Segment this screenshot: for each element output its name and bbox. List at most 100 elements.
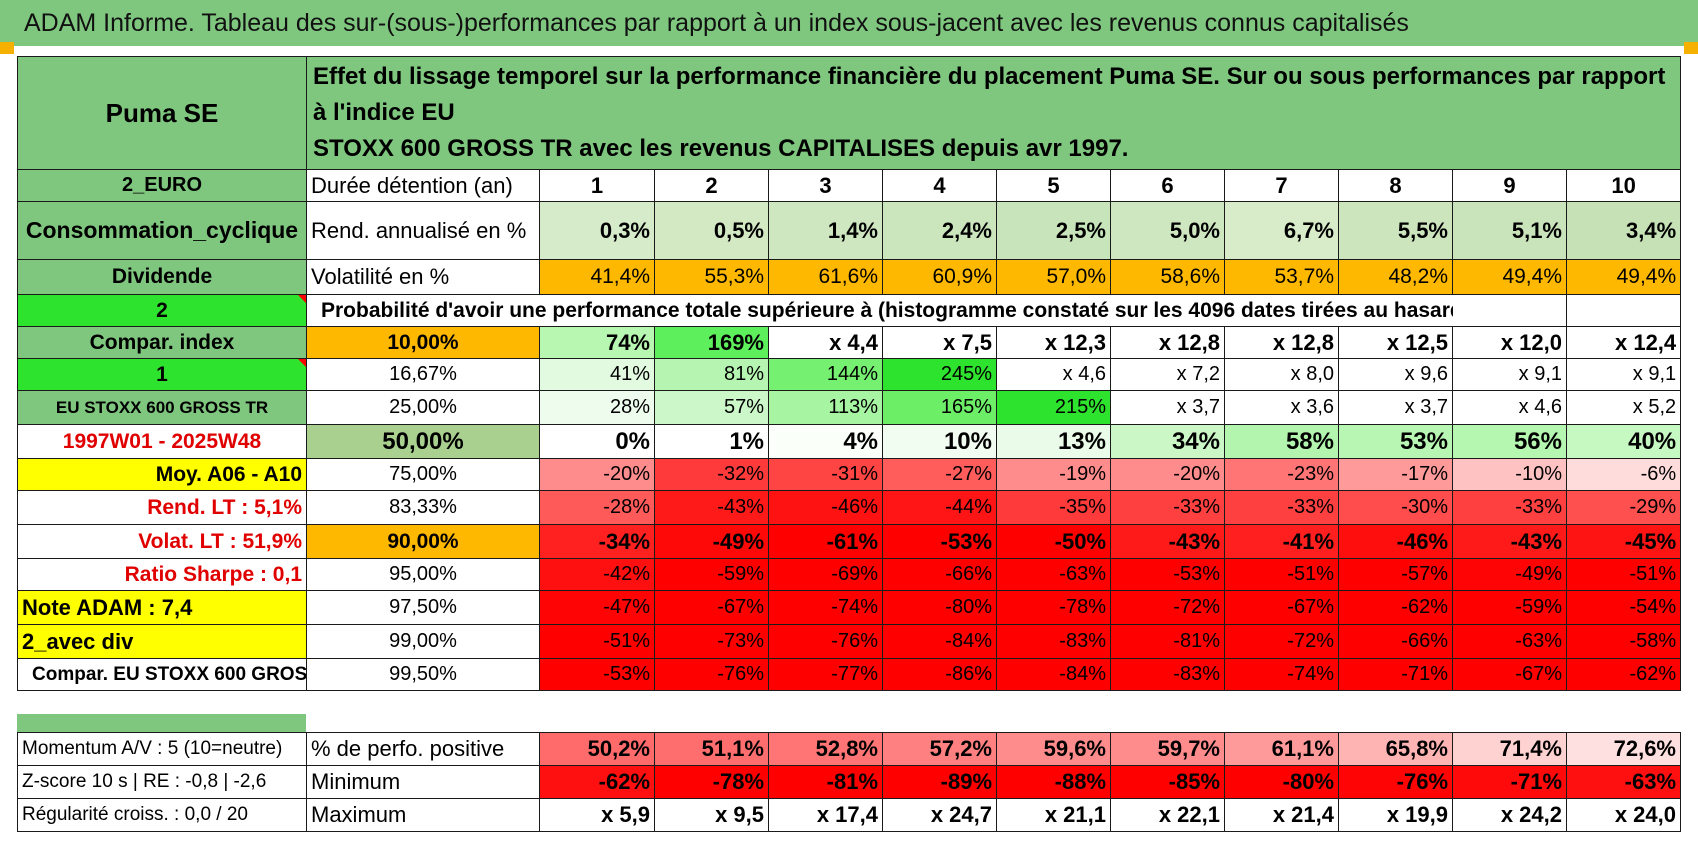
prob-row: EU STOXX 600 GROSS TR 25,00% 28% 57% 113% 165…: [17, 390, 1682, 425]
description-line-2: STOXX 600 GROSS TR avec les revenus CAPI…: [313, 135, 1129, 162]
prob-value-cell: 215%: [996, 390, 1111, 425]
year-header: 10: [1565, 169, 1682, 202]
minimum-cell: -85%: [1110, 765, 1225, 799]
prob-value-cell: -71%: [1338, 658, 1453, 691]
avec-div-cell: 2_avec div: [17, 624, 307, 659]
prob-value-cell: 13%: [996, 424, 1111, 459]
year-header: 5: [996, 169, 1111, 202]
vol-cell: 60,9%: [882, 259, 997, 295]
prob-value-cell: -20%: [539, 458, 655, 491]
minimum-cell: -88%: [996, 765, 1111, 799]
prob-value-cell: -33%: [1224, 490, 1339, 525]
prob-value-cell: x 7,5: [882, 326, 997, 359]
prob-value-cell: -44%: [882, 490, 997, 525]
minimum-cell: -89%: [882, 765, 997, 799]
corner-marker-right: [1684, 42, 1698, 54]
currency-cell: 2_EURO: [17, 169, 307, 202]
percentile-cell: 75,00%: [306, 458, 540, 491]
percentile-cell: 16,67%: [306, 358, 540, 391]
prob-value-cell: -42%: [539, 558, 655, 591]
proba-label: Probabilité d'avoir une performance tota…: [306, 294, 1453, 327]
prob-value-cell: -43%: [654, 490, 769, 525]
report-title: ADAM Informe. Tableau des sur-(sous-)per…: [0, 0, 1698, 46]
note-adam-cell: Note ADAM : 7,4: [17, 590, 307, 625]
prob-value-cell: -6%: [1565, 458, 1682, 491]
prob-value-cell: 169%: [654, 326, 769, 359]
prob-value-cell: 28%: [539, 390, 655, 425]
prob-value-cell: x 12,5: [1338, 326, 1453, 359]
prob-value-cell: -32%: [654, 458, 769, 491]
year-header: 7: [1224, 169, 1339, 202]
prob-value-cell: x 4,6: [996, 358, 1111, 391]
description-cell: Effet du lissage temporel sur la perform…: [305, 56, 1682, 170]
prob-row: 1 16,67% 41% 81% 144% 245% x 4,6 x 7,2 x 8,0 x 9,…: [17, 358, 1682, 391]
prob-value-cell: 1%: [654, 424, 769, 459]
percentile-cell: 25,00%: [306, 390, 540, 425]
prob-value-cell: x 7,2: [1110, 358, 1225, 391]
prob-value-cell: -20%: [1110, 458, 1225, 491]
prob-value-cell: x 3,7: [1338, 390, 1453, 425]
rend-cell: 5,1%: [1452, 201, 1567, 260]
prob-value-cell: -50%: [996, 524, 1111, 559]
prob-row: Ratio Sharpe : 0,1 95,00% -42% -59% -69% -66%…: [17, 558, 1682, 591]
prob-value-cell: -59%: [1452, 590, 1567, 625]
prob-value-cell: 58%: [1224, 424, 1339, 459]
prob-value-cell: -69%: [768, 558, 883, 591]
percentile-cell: 50,00%: [306, 424, 540, 459]
prob-value-cell: -72%: [1110, 590, 1225, 625]
rend-cell: 0,5%: [654, 201, 769, 260]
prob-value-cell: -76%: [768, 624, 883, 659]
prob-value-cell: -49%: [654, 524, 769, 559]
prob-value-cell: -80%: [882, 590, 997, 625]
prob-value-cell: -33%: [1452, 490, 1567, 525]
prob-value-cell: -43%: [1452, 524, 1567, 559]
rend-cell: 0,3%: [539, 201, 655, 260]
prob-value-cell: -77%: [768, 658, 883, 691]
prob-value-cell: -35%: [996, 490, 1111, 525]
prob-value-cell: x 12,0: [1452, 326, 1567, 359]
prob-value-cell: -58%: [1565, 624, 1682, 659]
prob-value-cell: x 5,2: [1565, 390, 1682, 425]
proba-empty-1: [1452, 294, 1567, 327]
positive-perf-cell: 65,8%: [1338, 732, 1453, 766]
rend-row: Consommation_cyclique Rend. annualisé en…: [17, 201, 1682, 260]
prob-value-cell: -30%: [1338, 490, 1453, 525]
vol-cell: 61,6%: [768, 259, 883, 295]
min-label: Minimum: [306, 765, 540, 799]
prob-value-cell: -29%: [1565, 490, 1682, 525]
year-header: 8: [1338, 169, 1453, 202]
moy-cell: Moy. A06 - A10: [17, 458, 307, 491]
positive-perf-cell: 61,1%: [1224, 732, 1339, 766]
prob-row: 1997W01 - 2025W48 50,00% 0% 1% 4% 10% 13% 34% 58…: [17, 424, 1682, 459]
percentile-cell: 83,33%: [306, 490, 540, 525]
sharpe-cell: Ratio Sharpe : 0,1: [17, 558, 307, 591]
momentum-cell: Momentum A/V : 5 (10=neutre): [17, 732, 307, 766]
prob-value-cell: 53%: [1338, 424, 1453, 459]
duree-label: Durée détention (an): [306, 169, 540, 202]
prob-value-cell: -43%: [1110, 524, 1225, 559]
rend-lt-cell: Rend. LT : 5,1%: [17, 490, 307, 525]
minimum-cell: -62%: [539, 765, 655, 799]
vol-row: Dividende Volatilité en % 41,4% 55,3% 61,6…: [17, 259, 1682, 295]
main-table: Puma SE Effet du lissage temporel sur la…: [17, 56, 1682, 691]
prob-value-cell: -51%: [1224, 558, 1339, 591]
prob-value-cell: -33%: [1110, 490, 1225, 525]
maximum-cell: x 9,5: [654, 798, 769, 832]
prob-value-cell: -17%: [1338, 458, 1453, 491]
vol-cell: 58,6%: [1110, 259, 1225, 295]
sector-cell: Consommation_cyclique: [17, 201, 307, 260]
prob-row: 2_avec div 99,00% -51% -73% -76% -84% -83% -81%…: [17, 624, 1682, 659]
prob-row: Rend. LT : 5,1% 83,33% -28% -43% -46% -44% -35…: [17, 490, 1682, 525]
maximum-cell: x 5,9: [539, 798, 655, 832]
dividend-cell: Dividende: [17, 259, 307, 295]
maximum-cell: x 21,4: [1224, 798, 1339, 832]
prob-value-cell: 0%: [539, 424, 655, 459]
positive-perf-cell: 59,7%: [1110, 732, 1225, 766]
compar-index-cell: Compar. index: [17, 326, 307, 359]
prob-value-cell: -72%: [1224, 624, 1339, 659]
vol-cell: 49,4%: [1565, 259, 1682, 295]
prob-value-cell: x 12,4: [1565, 326, 1682, 359]
prob-value-cell: -41%: [1224, 524, 1339, 559]
vol-cell: 53,7%: [1224, 259, 1339, 295]
period-cell: 1997W01 - 2025W48: [17, 424, 307, 459]
